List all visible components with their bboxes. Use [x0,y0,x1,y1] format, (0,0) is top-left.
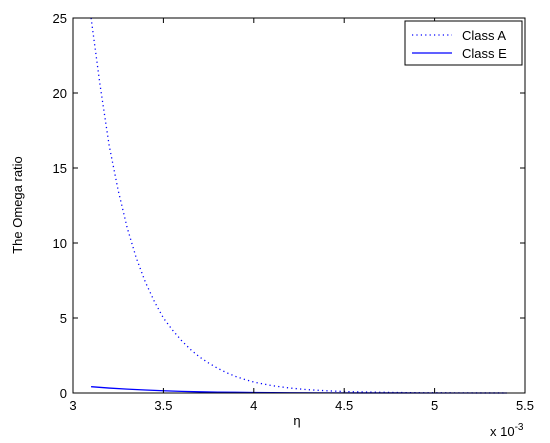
y-axis-label: The Omega ratio [10,156,25,254]
x-tick-label: 4.5 [335,398,353,413]
x-axis-exponent-base: x 10 [490,424,515,439]
x-tick-label: 4 [250,398,257,413]
plot-background [73,18,525,393]
x-tick-label: 5.5 [516,398,534,413]
y-tick-label: 25 [53,11,67,26]
x-tick-label: 3 [69,398,76,413]
legend-label-class-e: Class E [462,46,507,61]
x-tick-label: 3.5 [154,398,172,413]
plot-frame [72,17,526,394]
x-axis-exponent-power: -3 [515,422,524,433]
y-tick-label: 20 [53,86,67,101]
x-tick-label: 5 [431,398,438,413]
y-tick-label: 0 [60,386,67,401]
ticks-layer: 3 3.5 4 4.5 5 5.5 0 5 10 15 20 25 [53,11,535,413]
y-tick-label: 5 [60,311,67,326]
legend: Class A Class E [404,20,523,66]
x-axis-exponent: x 10-3 [490,422,524,439]
legend-box [404,20,523,66]
x-axis-label: η [293,413,300,428]
y-tick-label: 10 [53,236,67,251]
y-tick-label: 15 [53,161,67,176]
legend-label-class-a: Class A [462,28,506,43]
